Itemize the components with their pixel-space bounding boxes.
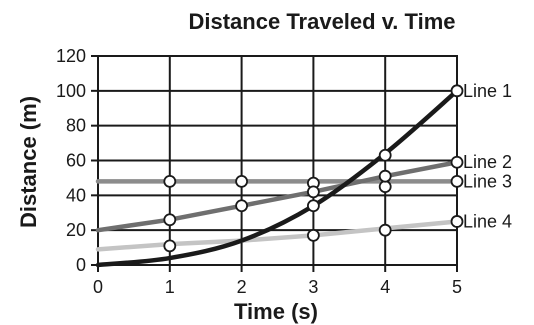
x-tick-label-3: 3 (308, 277, 318, 297)
data-marker-9 (450, 155, 464, 169)
data-marker-15 (378, 223, 392, 237)
series-label-1: Line 1 (463, 81, 512, 101)
grid-lines (91, 55, 458, 272)
data-marker-8 (378, 169, 392, 183)
y-axis-label: Distance (m) (16, 96, 41, 228)
data-marker-16 (450, 215, 464, 228)
series-line-1 (95, 88, 460, 268)
series-label-4: Line 4 (463, 211, 512, 231)
series-line-4 (95, 219, 460, 252)
data-marker-1 (235, 174, 249, 188)
data-marker-4 (450, 174, 464, 188)
x-axis-label: Time (s) (234, 299, 318, 324)
data-marker-7 (306, 185, 320, 199)
data-marker-13 (163, 239, 177, 253)
x-tick-label-5: 5 (452, 277, 462, 297)
series-label-2: Line 2 (463, 152, 512, 172)
data-marker-11 (378, 148, 392, 162)
data-markers (163, 84, 464, 253)
y-tick-label-3: 60 (66, 151, 86, 171)
y-tick-label-1: 20 (66, 220, 86, 240)
data-marker-3 (378, 180, 392, 194)
y-tick-label-2: 40 (66, 185, 86, 205)
data-marker-5 (163, 213, 177, 227)
y-tick-label-6: 120 (56, 46, 86, 66)
data-marker-6 (235, 199, 249, 213)
series-line-2 (95, 159, 460, 233)
y-tick-label-5: 100 (56, 81, 86, 101)
series-label-3: Line 3 (463, 171, 512, 191)
x-tick-labels: 0 1 2 3 4 5 (93, 277, 462, 297)
data-marker-12 (450, 84, 464, 98)
x-tick-label-4: 4 (380, 277, 390, 297)
y-tick-labels: 0 20 40 60 80 100 120 (56, 46, 86, 275)
x-tick-label-0: 0 (93, 277, 103, 297)
x-tick-label-1: 1 (165, 277, 175, 297)
series-lines (95, 88, 460, 268)
data-marker-10 (306, 199, 320, 213)
y-tick-label-4: 80 (66, 116, 86, 136)
data-marker-14 (306, 228, 320, 242)
x-tick-label-2: 2 (237, 277, 247, 297)
chart-title: Distance Traveled v. Time (189, 9, 456, 34)
y-tick-label-0: 0 (76, 255, 86, 275)
data-marker-0 (163, 174, 177, 188)
